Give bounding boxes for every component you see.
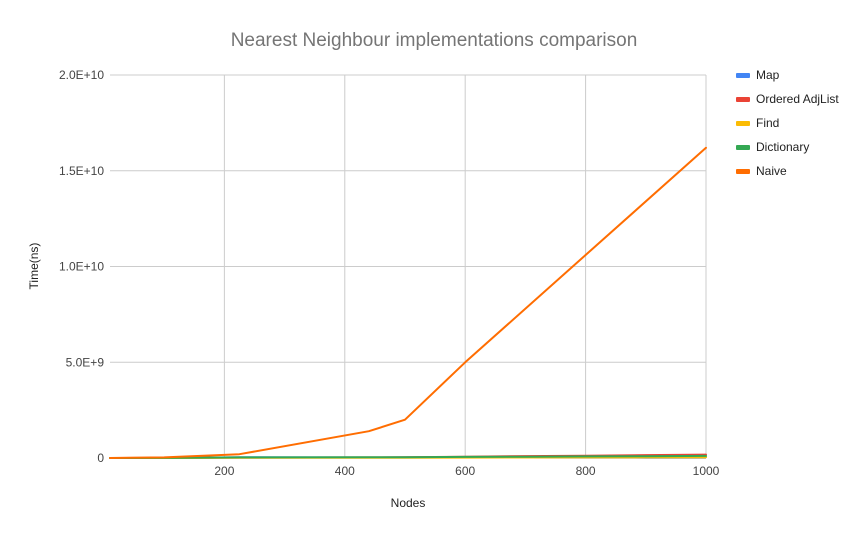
y-tick-label: 2.0E+10 (59, 68, 104, 82)
x-tick-label: 1000 (693, 464, 720, 478)
x-tick-label: 600 (455, 464, 475, 478)
legend-label: Dictionary (756, 140, 809, 154)
x-tick-label: 400 (335, 464, 355, 478)
y-tick-label: 1.0E+10 (59, 260, 104, 274)
legend-label: Find (756, 116, 779, 130)
legend-label: Ordered AdjList (756, 92, 839, 106)
y-tick-label: 0 (97, 451, 104, 465)
x-axis-label: Nodes (391, 496, 426, 510)
y-axis-label: Time(ns) (27, 243, 41, 290)
legend-swatch (736, 97, 750, 102)
series-lines (109, 146, 707, 459)
y-axis-ticks: 0 5.0E+9 1.0E+10 1.5E+10 2.0E+10 (59, 68, 104, 465)
legend-label: Map (756, 68, 780, 82)
legend-label: Naive (756, 164, 787, 178)
legend-swatch (736, 73, 750, 78)
x-axis-ticks: 200 400 600 800 1000 (214, 464, 719, 478)
legend-swatch (736, 169, 750, 174)
legend: Map Ordered AdjList Find Dictionary Naive (736, 68, 839, 178)
gridlines (110, 74, 707, 459)
x-tick-label: 200 (214, 464, 234, 478)
series-line-dictionary (109, 454, 707, 459)
legend-swatch (736, 121, 750, 126)
series-line-naive (109, 146, 707, 459)
x-tick-label: 800 (576, 464, 596, 478)
legend-swatch (736, 145, 750, 150)
chart-title: Nearest Neighbour implementations compar… (231, 30, 638, 51)
y-tick-label: 5.0E+9 (66, 355, 105, 369)
y-tick-label: 1.5E+10 (59, 164, 104, 178)
